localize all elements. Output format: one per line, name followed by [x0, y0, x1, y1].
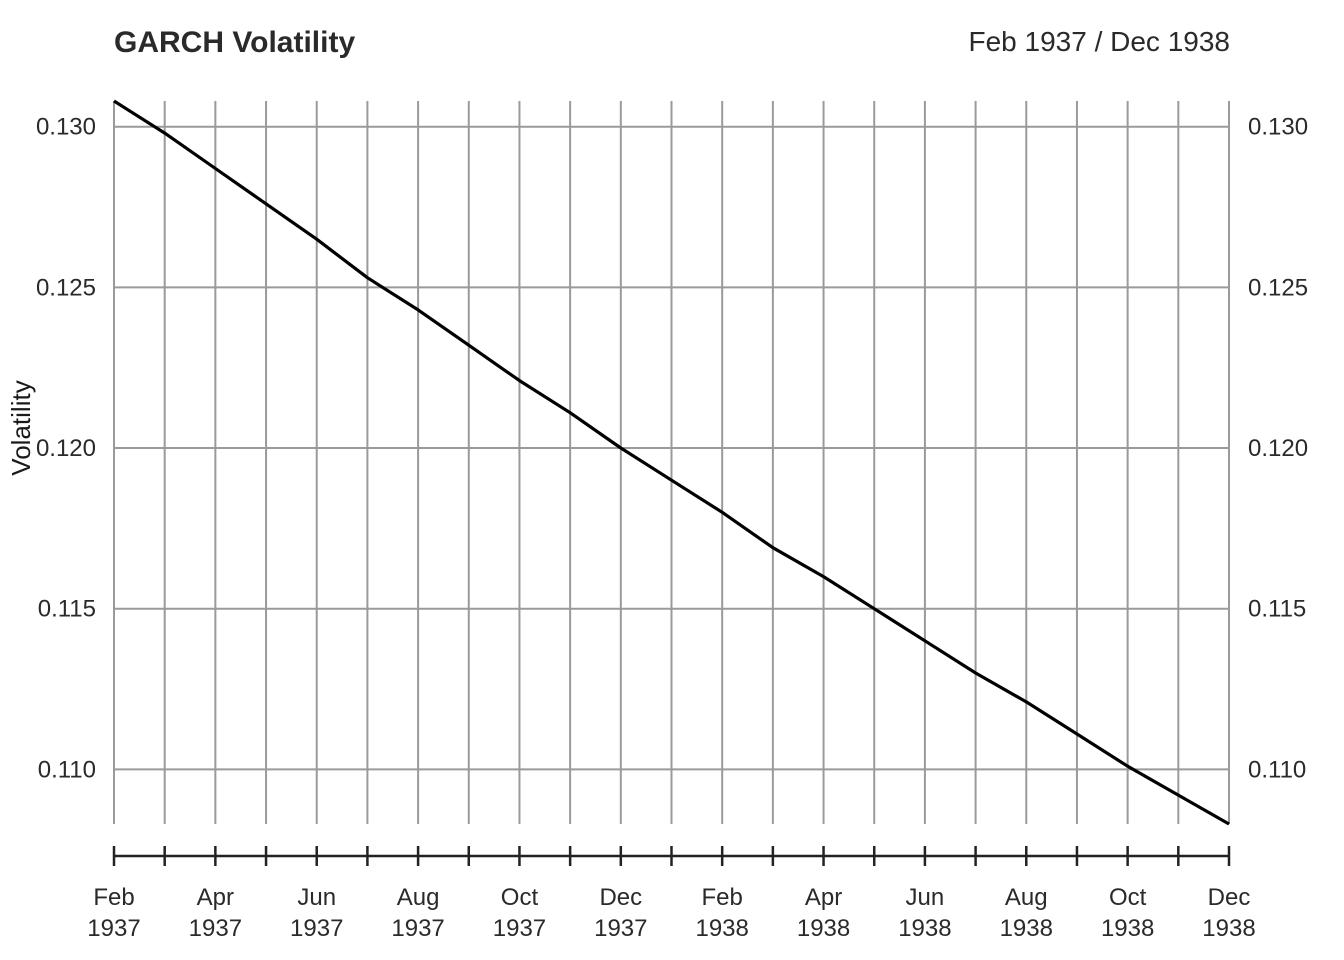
x-tick-label-month: Oct	[501, 884, 539, 911]
y-tick-label-left: 0.125	[36, 274, 96, 301]
x-tick-label-month: Feb	[702, 884, 743, 911]
x-tick-label-month: Oct	[1109, 884, 1147, 911]
x-tick-label-month: Dec	[1208, 884, 1251, 911]
y-tick-label-left: 0.115	[38, 596, 96, 623]
label-layer: 0.110 0.110 0.115 0.115 0.120 0.120 0.125 0.125…	[36, 114, 1308, 942]
x-tick-label-month: Jun	[297, 884, 336, 911]
y-axis-title: Volatility	[6, 380, 36, 475]
x-tick-label-month: Jun	[906, 884, 945, 911]
x-tick-label-month: Aug	[1005, 884, 1048, 911]
y-tick-label-right: 0.110	[1248, 756, 1306, 783]
x-tick-label-month: Apr	[197, 884, 234, 911]
date-range-label: Feb 1937 / Dec 1938	[968, 26, 1230, 57]
x-tick-label-year: 1938	[797, 915, 850, 942]
x-tick-label-year: 1937	[87, 915, 140, 942]
grid-layer	[113, 101, 1230, 824]
y-tick-label-left: 0.110	[38, 756, 96, 783]
x-tick-label-year: 1937	[493, 915, 546, 942]
volatility-series-line	[113, 99, 1230, 826]
x-tick-label-year: 1937	[290, 915, 343, 942]
y-tick-label-left: 0.130	[36, 114, 96, 141]
x-tick-label-year: 1938	[1202, 915, 1255, 942]
y-tick-label-left: 0.120	[36, 435, 96, 462]
x-tick-label-month: Dec	[599, 884, 642, 911]
series-layer	[113, 99, 1230, 826]
x-tick-label-year: 1937	[594, 915, 647, 942]
y-tick-label-right: 0.120	[1248, 435, 1308, 462]
x-tick-label-year: 1937	[391, 915, 444, 942]
y-tick-label-right: 0.125	[1248, 274, 1308, 301]
x-tick-label-month: Apr	[805, 884, 842, 911]
x-tick-label-year: 1938	[1000, 915, 1053, 942]
x-tick-label-month: Aug	[397, 884, 440, 911]
x-tick-label-year: 1938	[1101, 915, 1154, 942]
x-tick-label-year: 1937	[189, 915, 242, 942]
x-tick-label-month: Feb	[93, 884, 134, 911]
y-tick-label-right: 0.130	[1248, 114, 1308, 141]
axis-layer	[112, 846, 1231, 866]
x-tick-label-year: 1938	[898, 915, 951, 942]
x-tick-label-year: 1938	[695, 915, 748, 942]
y-tick-label-right: 0.115	[1248, 596, 1306, 623]
chart-title: GARCH Volatility	[114, 26, 356, 59]
